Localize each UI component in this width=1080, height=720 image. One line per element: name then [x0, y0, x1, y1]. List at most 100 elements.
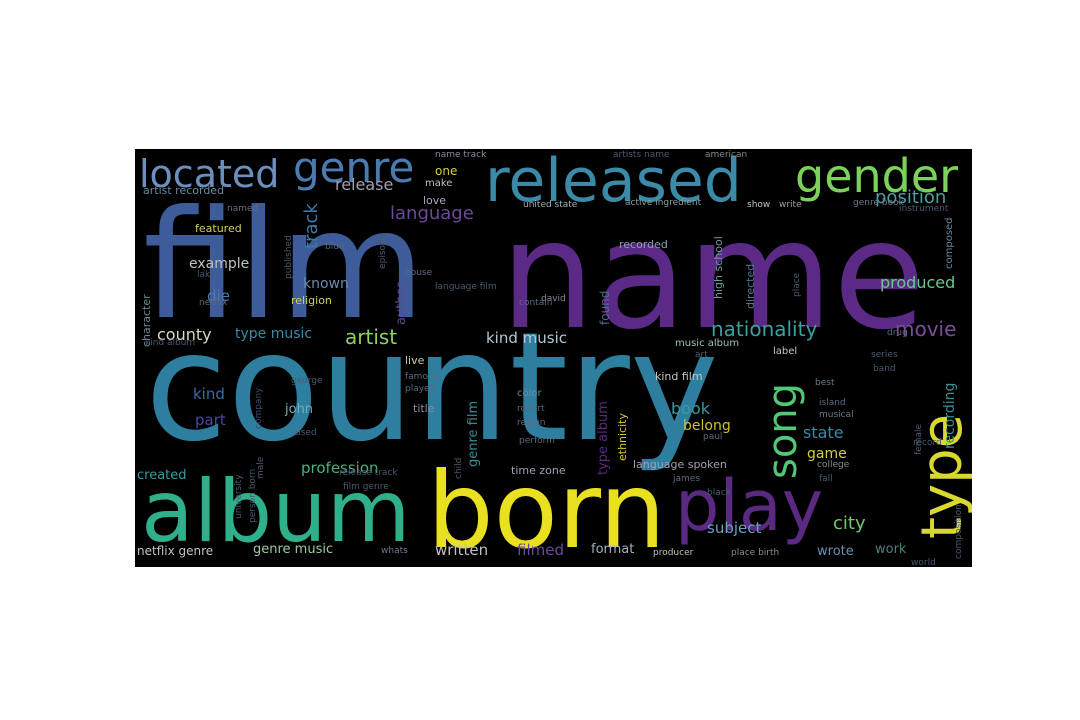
word: world — [911, 558, 936, 568]
word: time zone — [511, 464, 566, 477]
word-cloud: name film country born album released ge… — [135, 149, 972, 567]
word: place — [792, 272, 802, 297]
word: gender — [795, 149, 959, 203]
word: named — [227, 204, 259, 214]
word: company — [254, 387, 264, 429]
word: wrote — [817, 544, 854, 559]
word: belong — [683, 418, 731, 434]
word: country — [145, 301, 719, 475]
word: position — [875, 187, 947, 208]
word: blue — [325, 242, 345, 252]
word: college — [817, 460, 850, 470]
word: book — [671, 399, 710, 418]
word: known — [303, 276, 349, 292]
word: release — [335, 175, 394, 194]
word: language — [390, 203, 474, 224]
word: paul — [703, 432, 723, 442]
word: kind — [193, 385, 225, 403]
word: high school — [712, 236, 725, 299]
word: format — [591, 542, 635, 557]
word: name — [500, 189, 926, 363]
word: best — [815, 378, 835, 388]
word: artist recorded — [143, 184, 225, 197]
word: composed — [944, 217, 955, 269]
word: lake — [197, 270, 216, 280]
word: kind music — [486, 329, 567, 347]
word: one — [435, 164, 458, 178]
word: george — [291, 376, 323, 386]
word: episode — [378, 233, 388, 269]
word: love — [423, 194, 447, 207]
word: track — [301, 203, 322, 249]
word: color — [517, 388, 542, 399]
word: song — [760, 382, 806, 479]
word: game — [807, 446, 847, 462]
word: located — [139, 152, 280, 196]
word: perform — [519, 436, 555, 446]
word: james — [673, 474, 701, 484]
word: kind album — [145, 338, 196, 348]
word: place birth — [731, 548, 780, 558]
word: album — [141, 462, 411, 562]
word: contain — [519, 298, 553, 308]
word: region — [517, 418, 546, 428]
word: type album — [596, 401, 611, 475]
word: house — [405, 268, 433, 278]
word: show — [747, 200, 771, 210]
word: instrument — [899, 204, 949, 214]
word: robert — [517, 404, 545, 414]
word: profession — [301, 459, 379, 477]
word: nationality — [711, 317, 818, 341]
word: movie — [895, 317, 957, 341]
word: make — [425, 178, 453, 189]
word: drug — [887, 328, 908, 338]
word: series — [871, 350, 898, 360]
word: type music — [235, 326, 313, 342]
word: black — [707, 488, 731, 498]
word: whats — [381, 546, 408, 556]
word: genre book — [853, 198, 904, 208]
word: name track — [435, 150, 487, 160]
word: produced — [880, 273, 956, 292]
word: state — [803, 423, 844, 442]
word: city — [833, 513, 866, 534]
word: genre — [293, 149, 415, 192]
word: released — [485, 149, 742, 216]
word: live — [405, 354, 425, 367]
word: author — [394, 282, 409, 325]
word: netflix genre — [137, 544, 214, 558]
word: play — [675, 465, 824, 547]
word: label — [773, 346, 798, 357]
word: band — [873, 364, 896, 374]
word: kind film — [655, 370, 703, 383]
word: american — [705, 150, 748, 160]
word: genre film — [466, 400, 481, 467]
word: found — [598, 290, 612, 325]
word: united state — [523, 200, 578, 210]
word: island — [819, 398, 846, 408]
word: die — [207, 287, 230, 305]
word: title — [413, 402, 435, 415]
word: published — [284, 235, 294, 279]
word: subject — [707, 519, 762, 537]
word: ethnicity — [616, 412, 629, 461]
word: written — [435, 541, 489, 559]
word: active ingredient — [625, 198, 702, 208]
word: composition — [954, 504, 964, 559]
word: used — [295, 428, 317, 438]
word: work — [875, 542, 907, 557]
word: created — [137, 468, 187, 483]
word: genre music — [253, 542, 334, 557]
word: john — [285, 402, 314, 417]
word: art — [695, 350, 708, 360]
word: example — [189, 256, 250, 272]
word: recording — [942, 382, 958, 449]
word: language spoken — [633, 458, 727, 471]
word: fall — [819, 474, 833, 484]
word: famous — [405, 372, 439, 382]
word: record — [913, 438, 942, 448]
word: child — [454, 457, 464, 479]
word: played — [405, 384, 436, 394]
word: artist — [345, 325, 398, 349]
word: music album — [675, 338, 740, 349]
